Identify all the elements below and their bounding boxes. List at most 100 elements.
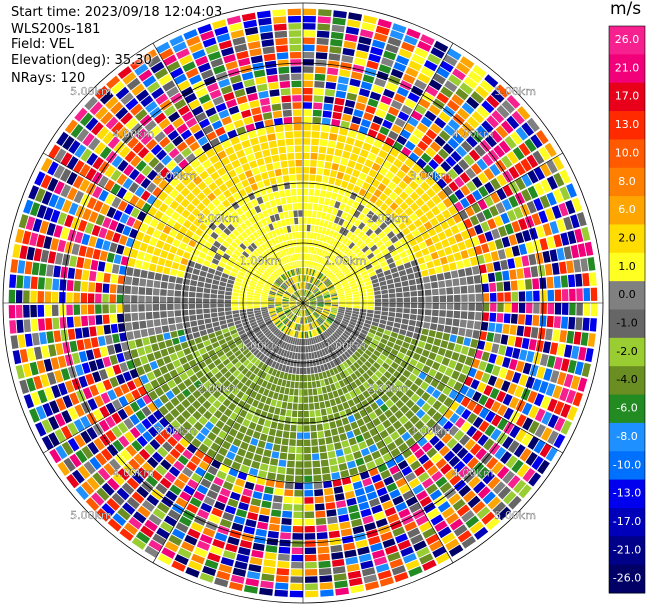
radar-gate <box>267 133 276 142</box>
radar-gate <box>256 10 271 19</box>
radar-gate <box>371 474 382 484</box>
radar-gate <box>294 308 299 314</box>
radar-gate <box>207 552 221 563</box>
radar-gate <box>532 239 542 252</box>
radar-gate <box>298 309 302 317</box>
radar-gate <box>359 292 367 297</box>
radar-gate <box>142 234 152 244</box>
radar-gate <box>303 275 305 282</box>
radar-gate <box>122 371 132 382</box>
radar-gate <box>505 455 518 469</box>
radar-gate <box>120 449 132 462</box>
radar-gate <box>293 293 299 298</box>
range-ring-label: 5.00km <box>70 509 112 522</box>
radar-gate <box>422 322 431 329</box>
radar-gate <box>379 260 388 268</box>
radar-gate <box>303 303 305 310</box>
radar-gate <box>428 267 436 276</box>
radar-gate <box>150 255 159 264</box>
radar-gate <box>346 250 353 257</box>
radar-gate <box>125 117 138 130</box>
radar-gate <box>382 119 393 130</box>
radar-gate <box>265 340 272 348</box>
radar-gate <box>161 274 169 282</box>
radar-gate <box>404 98 417 109</box>
radar-gate <box>24 261 33 275</box>
radar-gate <box>127 257 136 268</box>
radar-gate <box>173 478 186 490</box>
radar-gate <box>364 484 375 494</box>
radar-gate <box>295 275 299 283</box>
radar-gate <box>300 275 302 282</box>
radar-gate <box>317 298 324 301</box>
radar-gate <box>71 378 82 391</box>
radar-gate <box>152 507 166 520</box>
radar-gate <box>294 323 298 330</box>
radar-gate <box>338 226 346 235</box>
radar-gate <box>381 311 389 316</box>
radar-gate <box>274 589 288 597</box>
radar-gate <box>480 321 489 331</box>
radar-gate <box>163 332 171 341</box>
radar-gate <box>337 426 346 435</box>
radar-gate <box>228 232 237 241</box>
radar-gate <box>401 280 409 287</box>
radar-gate <box>329 421 337 429</box>
radar-gate <box>315 308 322 313</box>
radar-gate <box>303 324 305 331</box>
radar-gate <box>267 359 274 367</box>
radar-gate <box>257 320 265 326</box>
radar-gate <box>78 375 88 388</box>
radar-gate <box>258 344 265 351</box>
radar-gate <box>202 437 213 448</box>
radar-gate <box>295 374 300 382</box>
radar-gate <box>360 296 367 300</box>
radar-gate <box>359 345 367 352</box>
radar-gate <box>353 303 360 306</box>
radar-gate <box>404 521 418 532</box>
radar-gate <box>214 227 223 236</box>
radar-gate <box>303 425 310 432</box>
radar-gate <box>245 428 254 437</box>
radar-gate <box>28 185 40 200</box>
radar-gate <box>482 208 493 220</box>
radar-gate <box>404 185 414 196</box>
radar-gate <box>174 283 182 291</box>
radar-gate <box>329 290 337 294</box>
radar-gate <box>110 169 122 182</box>
radar-gate <box>291 196 297 203</box>
radar-gate <box>425 128 438 140</box>
radar-gate <box>320 212 327 220</box>
radar-gate <box>168 147 180 159</box>
radar-gate <box>220 367 229 375</box>
radar-gate <box>273 244 280 252</box>
radar-gate <box>481 100 495 114</box>
radar-gate <box>306 231 310 239</box>
radar-gate <box>371 260 379 267</box>
radar-gate <box>396 86 409 97</box>
radar-gate <box>286 289 293 294</box>
radar-gate <box>167 129 180 141</box>
radar-gate <box>280 525 292 533</box>
radar-gate <box>296 239 300 246</box>
radar-gate <box>267 299 275 302</box>
radar-gate <box>500 334 509 345</box>
radar-gate <box>268 276 275 282</box>
radar-gate <box>317 303 324 306</box>
radar-gate <box>348 323 355 329</box>
radar-gate <box>236 390 245 399</box>
radar-gate <box>192 400 202 410</box>
radar-gate <box>232 396 241 405</box>
radar-gate <box>489 387 500 400</box>
radar-gate <box>292 293 298 299</box>
radar-gate <box>166 218 176 228</box>
radar-gate <box>375 252 383 260</box>
radar-gate <box>283 342 288 350</box>
radar-gate <box>375 423 385 433</box>
radar-gate <box>388 312 396 317</box>
radar-gate <box>399 236 408 245</box>
radar-gate <box>316 296 323 300</box>
radar-gate <box>229 343 237 350</box>
radar-gate <box>570 375 581 390</box>
radar-gate <box>314 270 319 278</box>
